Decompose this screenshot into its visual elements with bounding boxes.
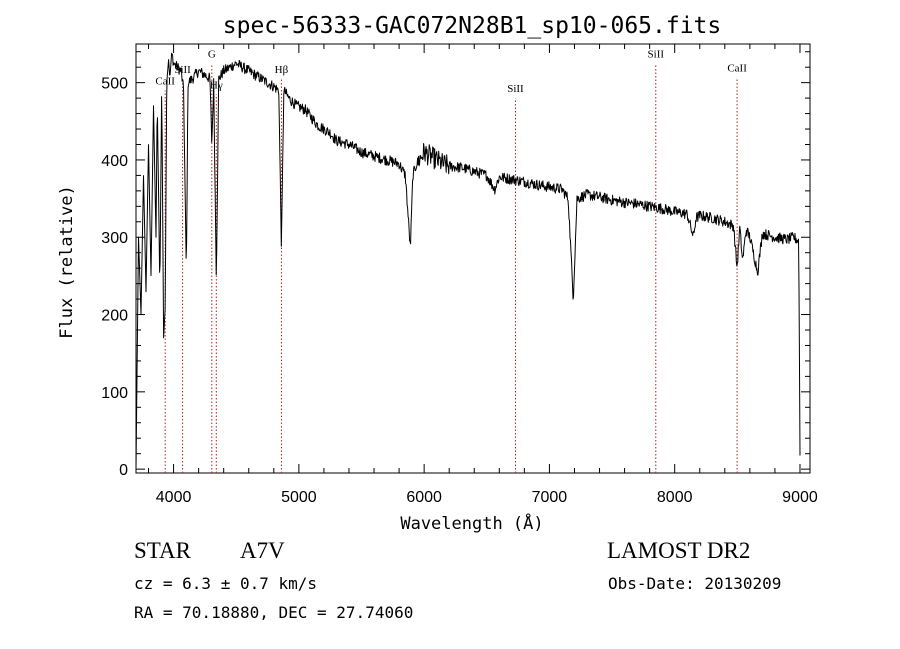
spectrum-series — [135, 52, 801, 470]
line-marker-label: Hγ — [210, 79, 223, 91]
line-marker-label: G — [208, 48, 216, 60]
spectrum-line — [135, 52, 801, 470]
axes: 4000 5000 6000 7000 8000 9000 0 100 200 300 400 500 — [101, 43, 818, 506]
y-axis-label: Flux (relative) — [57, 185, 77, 339]
spectral-subclass: A7V — [240, 538, 285, 563]
y-tick-label: 0 — [119, 462, 128, 479]
observation-date: Obs-Date: 20130209 — [608, 574, 782, 593]
x-tick-label: 6000 — [406, 489, 442, 506]
x-tick-label: 5000 — [281, 489, 317, 506]
y-tick-label: 300 — [101, 230, 128, 247]
plot-frame — [135, 43, 811, 474]
x-tick-label: 9000 — [782, 489, 818, 506]
y-tick-label: 400 — [101, 153, 128, 170]
line-marker-label: Hβ — [275, 64, 289, 76]
y-tick-label: 200 — [101, 308, 128, 325]
object-class: STAR — [134, 538, 191, 563]
x-axis-label: Wavelength (Å) — [400, 512, 543, 534]
x-tick-label: 7000 — [532, 489, 568, 506]
line-marker-label: CaII — [155, 76, 175, 88]
chart-title: spec-56333-GAC072N28B1_sp10-065.fits — [223, 13, 722, 39]
y-tick-label: 500 — [101, 76, 128, 93]
sky-coordinates: RA = 70.18880, DEC = 27.74060 — [134, 603, 414, 622]
x-tick-label: 8000 — [657, 489, 693, 506]
redshift-velocity: cz = 6.3 ± 0.7 km/s — [134, 574, 318, 593]
y-tick-label: 100 — [101, 385, 128, 402]
line-marker-label: SiII — [648, 48, 665, 60]
survey-name: LAMOST DR2 — [607, 538, 751, 563]
line-marker-label: SiII — [507, 83, 524, 95]
line-marker-label: CaII — [727, 62, 747, 74]
x-tick-label: 4000 — [156, 489, 192, 506]
